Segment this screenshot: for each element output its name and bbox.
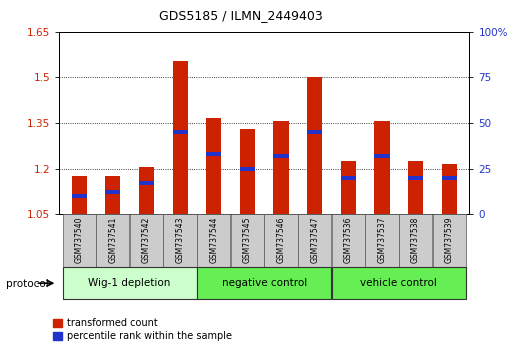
Text: GSM737540: GSM737540: [75, 217, 84, 263]
Text: GSM737539: GSM737539: [445, 217, 453, 263]
Bar: [442, 164, 457, 214]
Bar: [240, 129, 255, 214]
Bar: [206, 152, 221, 156]
Bar: [341, 176, 356, 180]
Bar: [374, 121, 389, 214]
Bar: [307, 130, 322, 134]
Bar: [341, 161, 356, 214]
Bar: [63, 267, 197, 299]
Bar: [139, 181, 154, 185]
Text: GSM737541: GSM737541: [108, 217, 117, 263]
Text: GSM737543: GSM737543: [175, 217, 185, 263]
Bar: [231, 214, 264, 267]
Bar: [399, 214, 432, 267]
Bar: [164, 214, 197, 267]
Bar: [197, 267, 331, 299]
Text: negative control: negative control: [222, 278, 307, 288]
Text: GSM737546: GSM737546: [277, 217, 286, 263]
Bar: [331, 214, 365, 267]
Bar: [72, 194, 87, 198]
Bar: [96, 214, 129, 267]
Text: GSM737536: GSM737536: [344, 217, 353, 263]
Bar: [264, 214, 298, 267]
Bar: [408, 176, 423, 180]
Text: protocol: protocol: [6, 279, 49, 289]
Text: GDS5185 / ILMN_2449403: GDS5185 / ILMN_2449403: [159, 9, 323, 22]
Bar: [197, 214, 230, 267]
Text: GSM737538: GSM737538: [411, 217, 420, 263]
Text: GSM737537: GSM737537: [378, 217, 386, 263]
Bar: [442, 176, 457, 180]
Text: GSM737545: GSM737545: [243, 217, 252, 263]
Bar: [273, 121, 289, 214]
Text: GSM737542: GSM737542: [142, 217, 151, 263]
Bar: [307, 78, 322, 214]
Bar: [365, 214, 399, 267]
Bar: [408, 161, 423, 214]
Bar: [240, 167, 255, 171]
Bar: [331, 267, 466, 299]
Bar: [172, 130, 188, 134]
Text: vehicle control: vehicle control: [360, 278, 437, 288]
Bar: [72, 176, 87, 214]
Bar: [432, 214, 466, 267]
Bar: [105, 176, 121, 214]
Legend: transformed count, percentile rank within the sample: transformed count, percentile rank withi…: [51, 316, 233, 343]
Bar: [172, 61, 188, 214]
Bar: [105, 190, 121, 194]
Bar: [273, 154, 289, 158]
Bar: [139, 167, 154, 214]
Bar: [130, 214, 163, 267]
Bar: [206, 119, 221, 214]
Bar: [374, 154, 389, 158]
Text: GSM737544: GSM737544: [209, 217, 218, 263]
Text: GSM737547: GSM737547: [310, 217, 319, 263]
Bar: [298, 214, 331, 267]
Text: Wig-1 depletion: Wig-1 depletion: [88, 278, 171, 288]
Bar: [63, 214, 96, 267]
